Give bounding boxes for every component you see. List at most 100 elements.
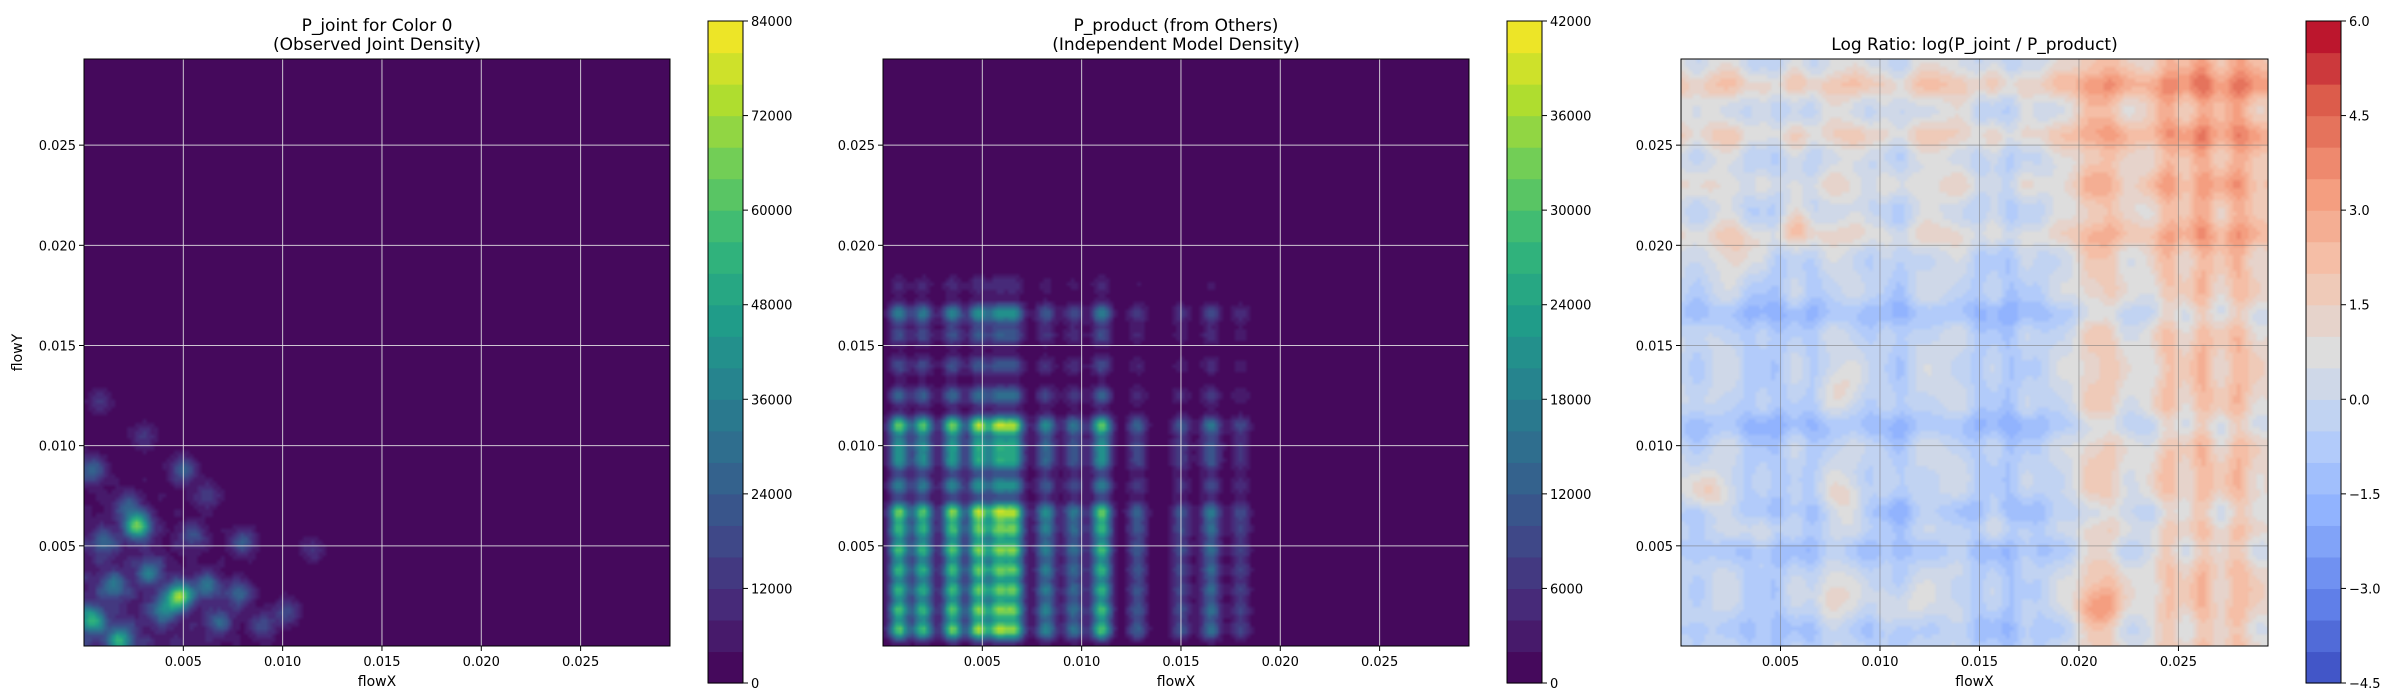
colorbar-level — [1507, 556, 1542, 590]
colorbar-tick-label: 1.5 — [2349, 299, 2370, 314]
colorbar-level — [1507, 178, 1542, 211]
colorbar-level — [708, 304, 743, 337]
colorbar-level — [708, 651, 743, 684]
y-tick-label: 0.015 — [838, 339, 875, 354]
colorbar-level — [2306, 147, 2341, 180]
colorbar: −4.5 −3.0 −1.5 0.0 1.5 3.0 4.5 6.0 — [2305, 15, 2381, 692]
colorbar-tick-label: 6000 — [1550, 582, 1583, 597]
colorbar-level — [1507, 273, 1542, 306]
colorbar-level — [708, 399, 743, 432]
colorbar-level — [708, 52, 743, 85]
colorbar-frame — [1506, 20, 1543, 684]
x-tick-label: 0.015 — [1162, 655, 1199, 670]
colorbar-level — [2306, 52, 2341, 85]
chart-subtitle: (Observed Joint Density) — [273, 35, 481, 55]
colorbar-tick-label: 72000 — [751, 110, 792, 125]
colorbar-level — [1507, 588, 1542, 621]
heatmap-image — [84, 59, 670, 646]
colorbar-level — [1507, 147, 1542, 180]
colorbar-level — [2306, 210, 2341, 243]
colorbar-tick-label: 60000 — [751, 204, 792, 219]
y-tick-label: 0.005 — [1636, 540, 1673, 555]
colorbar-level — [1507, 241, 1542, 274]
colorbar-tick-label: 4.5 — [2349, 110, 2370, 125]
panel-1: 0.005 0.010 0.015 0.020 0.025 0.005 0.010 0.015… — [10, 15, 792, 692]
y-tick-label: 0.020 — [1636, 239, 1673, 254]
colorbar-level — [2306, 178, 2341, 211]
x-axis-label: flowX — [1955, 674, 1994, 690]
x-tick-label: 0.005 — [1762, 655, 1799, 670]
x-axis-label: flowX — [1157, 674, 1196, 690]
colorbar-tick-label: 48000 — [751, 299, 792, 314]
colorbar-level — [2306, 336, 2341, 369]
x-tick-label: 0.025 — [562, 655, 599, 670]
colorbar-level — [2306, 367, 2341, 400]
panel-2: 0.005 0.010 0.015 0.020 0.025 0.005 0.010 0.015… — [838, 15, 1592, 692]
axes-frame — [1680, 58, 2269, 647]
colorbar-level — [2306, 304, 2341, 337]
colorbar-level — [2306, 588, 2341, 621]
colorbar-level — [708, 619, 743, 653]
y-tick-label: 0.015 — [39, 339, 76, 354]
colorbar-frame — [2305, 20, 2342, 684]
x-tick-label: 0.010 — [1063, 655, 1100, 670]
colorbar-level — [1507, 336, 1542, 369]
x-tick-label: 0.015 — [363, 655, 400, 670]
colorbar-level — [2306, 556, 2341, 590]
colorbar-level — [2306, 21, 2341, 54]
colorbar-level — [1507, 462, 1542, 495]
colorbar: 0 12000 24000 36000 48000 60000 72000 84000 — [707, 15, 792, 692]
colorbar-level — [1507, 367, 1542, 400]
colorbar-tick-label: 36000 — [751, 393, 792, 408]
y-tick-label: 0.010 — [39, 440, 76, 455]
colorbar-level — [1507, 651, 1542, 684]
chart-title: Log Ratio: log(P_joint / P_product) — [1831, 35, 2117, 55]
colorbar-level — [708, 147, 743, 180]
x-tick-label: 0.005 — [165, 655, 202, 670]
colorbar-tick-label: 30000 — [1550, 204, 1591, 219]
x-axis-label: flowX — [358, 674, 397, 690]
axes-frame — [83, 58, 671, 647]
colorbar-level — [2306, 430, 2341, 463]
panel-3: 0.005 0.010 0.015 0.020 0.025 0.005 0.010 0.015… — [1636, 15, 2381, 692]
colorbar-level — [1507, 115, 1542, 148]
colorbar-level — [708, 588, 743, 621]
colorbar-tick-label: 12000 — [1550, 488, 1591, 503]
x-tick-label: 0.005 — [964, 655, 1001, 670]
colorbar-level — [2306, 84, 2341, 117]
x-tick-label: 0.015 — [1961, 655, 1998, 670]
chart-title: P_joint for Color 0 — [302, 16, 453, 36]
y-tick-label: 0.015 — [1636, 339, 1673, 354]
colorbar-level — [1507, 21, 1542, 54]
heatmap-image — [1681, 59, 2268, 646]
colorbar-level — [708, 462, 743, 495]
colorbar-level — [1507, 304, 1542, 337]
colorbar-level — [708, 525, 743, 558]
colorbar-level — [708, 556, 743, 590]
colorbar-tick-label: 36000 — [1550, 110, 1591, 125]
y-tick-label: 0.020 — [39, 239, 76, 254]
colorbar-level — [1507, 52, 1542, 85]
colorbar-level — [708, 210, 743, 243]
colorbar-tick-label: 84000 — [751, 15, 792, 30]
y-tick-label: 0.020 — [838, 239, 875, 254]
colorbar-tick-label: 18000 — [1550, 393, 1591, 408]
colorbar-level — [1507, 493, 1542, 526]
x-tick-label: 0.020 — [1262, 655, 1299, 670]
colorbar-level — [2306, 399, 2341, 432]
colorbar-level — [708, 178, 743, 211]
colorbar-frame — [707, 20, 744, 684]
y-tick-label: 0.010 — [838, 440, 875, 455]
x-tick-label: 0.020 — [463, 655, 500, 670]
heatmap-image — [883, 59, 1469, 646]
colorbar-tick-label: 24000 — [1550, 299, 1591, 314]
colorbar-tick-label: 3.0 — [2349, 204, 2370, 219]
colorbar-level — [2306, 525, 2341, 558]
x-tick-label: 0.010 — [1861, 655, 1898, 670]
x-tick-label: 0.020 — [2060, 655, 2097, 670]
colorbar-level — [2306, 241, 2341, 274]
y-axis-label: flowY — [10, 333, 26, 371]
x-tick-label: 0.010 — [264, 655, 301, 670]
y-tick-label: 0.025 — [1636, 139, 1673, 154]
x-tick-label: 0.025 — [2160, 655, 2197, 670]
